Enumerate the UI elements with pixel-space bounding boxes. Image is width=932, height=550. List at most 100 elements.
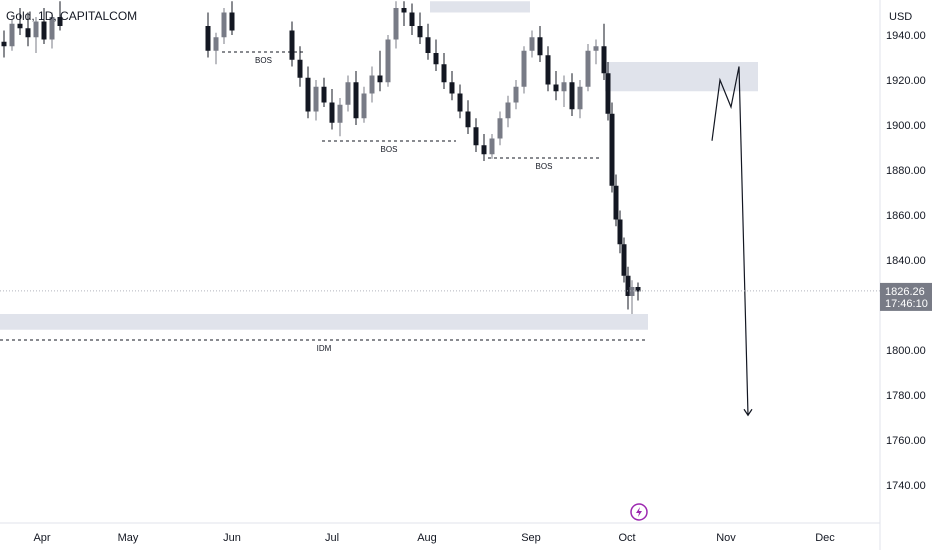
projection-arrowhead <box>743 408 753 417</box>
price-tick-label: 1760.00 <box>886 435 926 447</box>
candle[interactable] <box>205 12 211 58</box>
last-price-tag <box>880 282 932 311</box>
candle[interactable] <box>33 17 39 53</box>
supply-demand-zone[interactable] <box>605 62 758 92</box>
candle[interactable] <box>577 80 583 119</box>
candle[interactable] <box>513 80 519 110</box>
candle[interactable] <box>449 71 455 101</box>
chart-title: Gold, 1D, CAPITALCOM <box>6 9 137 23</box>
bar-countdown-label: 17:46:10 <box>885 298 928 310</box>
candle[interactable] <box>305 66 311 119</box>
candle[interactable] <box>601 23 607 80</box>
candle[interactable] <box>289 21 295 67</box>
candle[interactable] <box>545 46 551 92</box>
candle[interactable] <box>605 62 611 121</box>
candle[interactable] <box>17 8 23 35</box>
candle[interactable] <box>457 84 463 119</box>
candle[interactable] <box>345 75 351 112</box>
candle[interactable] <box>321 77 327 107</box>
candle[interactable] <box>361 86 367 123</box>
price-tick-label: 1920.00 <box>886 75 926 87</box>
candle[interactable] <box>617 210 623 254</box>
month-tick-label: Dec <box>815 532 835 544</box>
last-price-marker: 1826.26 17:46:10 <box>0 282 932 311</box>
month-tick-label: Aug <box>417 532 437 544</box>
projection-path[interactable] <box>711 66 749 416</box>
candle[interactable] <box>625 266 631 310</box>
candle[interactable] <box>425 23 431 60</box>
candle[interactable] <box>377 50 383 92</box>
zones-layer <box>0 1 758 330</box>
candle[interactable] <box>213 32 219 65</box>
candle[interactable] <box>385 35 391 87</box>
candle[interactable] <box>401 1 407 26</box>
month-tick-label: Jun <box>223 532 241 544</box>
candle[interactable] <box>393 1 399 49</box>
structure-label: BOS <box>255 56 272 65</box>
candle[interactable] <box>297 46 303 87</box>
candle[interactable] <box>613 174 619 227</box>
price-tick-label: 1860.00 <box>886 210 926 222</box>
candle[interactable] <box>629 280 635 314</box>
candle[interactable] <box>481 134 487 161</box>
price-tick-label: 1840.00 <box>886 255 926 267</box>
month-tick-label: May <box>118 532 139 544</box>
price-tick-label: 1800.00 <box>886 345 926 357</box>
candle[interactable] <box>1 30 7 58</box>
currency-label: USD <box>889 11 912 23</box>
candle[interactable] <box>441 53 447 89</box>
month-tick-label: Nov <box>716 532 736 544</box>
candle[interactable] <box>553 71 559 101</box>
candle[interactable] <box>57 1 63 31</box>
structure-label: IDM <box>317 344 332 353</box>
candle[interactable] <box>41 8 47 44</box>
structure-label: BOS <box>536 162 553 171</box>
candle[interactable] <box>313 80 319 121</box>
price-tick-label: 1940.00 <box>886 30 926 42</box>
candle[interactable] <box>353 71 359 125</box>
price-tick-label: 1880.00 <box>886 165 926 177</box>
price-axis[interactable]: USD 1940.00 1920.00 1900.00 1880.00 1860.00 1… <box>879 0 926 550</box>
candle[interactable] <box>529 30 535 58</box>
candle[interactable] <box>505 95 511 128</box>
supply-demand-zone[interactable] <box>430 1 530 13</box>
candle[interactable] <box>329 89 335 130</box>
candle[interactable] <box>473 118 479 152</box>
annotations-layer: BOS BOS BOS IDM <box>0 51 648 353</box>
candle[interactable] <box>609 102 615 193</box>
price-tick-label: 1780.00 <box>886 390 926 402</box>
candle[interactable] <box>417 12 423 45</box>
price-tick-label: 1740.00 <box>886 480 926 492</box>
candle[interactable] <box>561 75 567 108</box>
candle[interactable] <box>635 282 641 301</box>
month-tick-label: Oct <box>618 532 635 544</box>
last-price-label: 1826.26 <box>885 286 925 298</box>
candle[interactable] <box>497 111 503 146</box>
candle[interactable] <box>337 98 343 137</box>
candle[interactable] <box>25 12 31 47</box>
candle[interactable] <box>369 66 375 103</box>
candle[interactable] <box>537 26 543 62</box>
month-tick-label: Apr <box>33 532 50 544</box>
candle[interactable] <box>409 3 415 36</box>
candle[interactable] <box>585 44 591 92</box>
candle[interactable] <box>9 19 15 51</box>
candle[interactable] <box>569 73 575 116</box>
month-tick-label: Jul <box>325 532 339 544</box>
candle[interactable] <box>621 237 627 283</box>
candle[interactable] <box>433 39 439 72</box>
candle[interactable] <box>229 1 235 35</box>
time-axis[interactable]: Apr May Jun Jul Aug Sep Oct Nov Dec <box>0 522 880 544</box>
structure-label: BOS <box>381 145 398 154</box>
supply-demand-zone[interactable] <box>0 314 648 330</box>
price-tick-label: 1900.00 <box>886 120 926 132</box>
candle[interactable] <box>489 134 495 159</box>
lightning-icon[interactable] <box>630 503 648 521</box>
candle[interactable] <box>465 100 471 134</box>
candle[interactable] <box>593 39 599 65</box>
candle[interactable] <box>521 46 527 94</box>
candle[interactable] <box>49 12 55 49</box>
candle[interactable] <box>221 8 227 44</box>
month-tick-label: Sep <box>521 532 541 544</box>
